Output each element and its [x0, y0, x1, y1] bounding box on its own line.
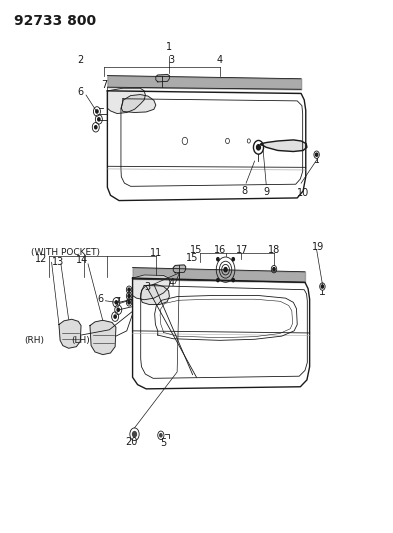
- Polygon shape: [173, 265, 185, 273]
- Circle shape: [257, 144, 261, 150]
- Circle shape: [128, 288, 130, 292]
- Circle shape: [232, 279, 234, 281]
- Text: 4: 4: [217, 55, 223, 65]
- Text: 92733 800: 92733 800: [15, 14, 97, 28]
- Text: 16: 16: [214, 245, 226, 255]
- Text: 7: 7: [101, 79, 107, 90]
- Circle shape: [128, 301, 130, 304]
- Polygon shape: [141, 285, 169, 304]
- Text: 2: 2: [77, 55, 83, 65]
- Circle shape: [132, 432, 136, 437]
- Circle shape: [115, 301, 118, 304]
- Text: 6: 6: [98, 294, 104, 304]
- Polygon shape: [90, 320, 116, 354]
- Circle shape: [224, 268, 227, 272]
- Text: 3: 3: [145, 281, 151, 292]
- Polygon shape: [132, 275, 170, 300]
- Circle shape: [160, 434, 162, 437]
- Polygon shape: [107, 88, 145, 114]
- Text: 9: 9: [263, 188, 269, 197]
- Circle shape: [273, 268, 275, 271]
- Text: 3: 3: [168, 55, 174, 65]
- Text: 18: 18: [268, 245, 280, 255]
- Text: 6: 6: [77, 87, 83, 98]
- Text: 12: 12: [35, 254, 47, 264]
- Polygon shape: [121, 94, 156, 112]
- Text: 20: 20: [125, 437, 138, 447]
- Text: 8: 8: [241, 187, 248, 196]
- Text: 5: 5: [160, 438, 167, 448]
- Polygon shape: [261, 140, 307, 151]
- Text: 14: 14: [76, 255, 88, 265]
- Circle shape: [114, 315, 116, 318]
- Text: 4: 4: [168, 278, 174, 288]
- Text: (RH): (RH): [24, 336, 44, 345]
- Circle shape: [96, 110, 98, 113]
- Text: 17: 17: [236, 245, 248, 255]
- Text: 19: 19: [312, 242, 325, 252]
- Circle shape: [217, 257, 219, 261]
- Circle shape: [316, 153, 318, 156]
- Text: 15: 15: [190, 245, 203, 255]
- Text: 10: 10: [297, 189, 309, 198]
- Text: (LH): (LH): [71, 336, 90, 345]
- Circle shape: [98, 118, 100, 121]
- Circle shape: [95, 126, 97, 129]
- Text: 7: 7: [114, 297, 121, 308]
- Polygon shape: [156, 75, 169, 82]
- Circle shape: [117, 308, 119, 311]
- Polygon shape: [59, 319, 81, 348]
- Text: (WITH POCKET): (WITH POCKET): [31, 248, 100, 257]
- Circle shape: [217, 279, 219, 281]
- Circle shape: [232, 257, 234, 261]
- Text: 1: 1: [166, 42, 173, 52]
- Text: 13: 13: [51, 257, 64, 267]
- Text: 11: 11: [150, 248, 162, 258]
- Text: 15: 15: [186, 253, 199, 263]
- Circle shape: [321, 285, 323, 288]
- Circle shape: [128, 294, 130, 297]
